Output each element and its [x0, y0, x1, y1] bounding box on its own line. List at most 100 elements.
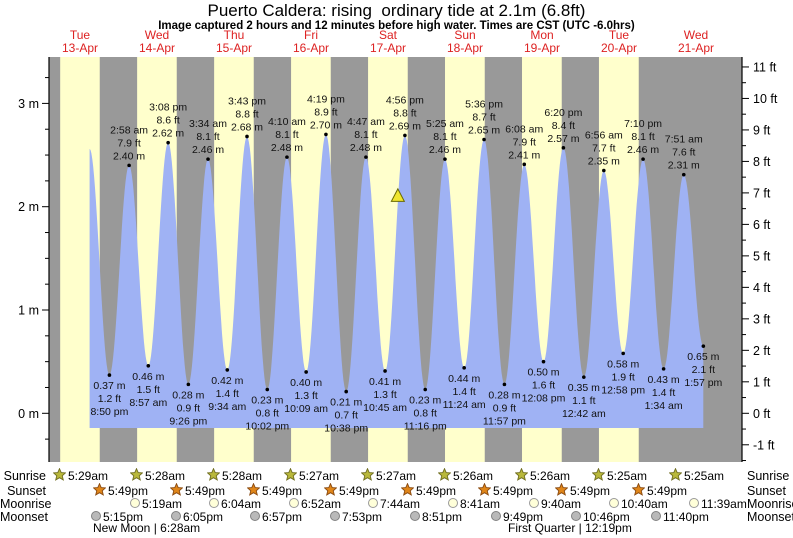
high-tide-label: 3:08 pm 8.6 ft 2.62 m: [149, 102, 187, 140]
left-axis-label: 0 m: [18, 407, 39, 421]
high-tide-label: 7:51 am 7.6 ft 2.31 m: [665, 134, 703, 172]
sunset-time: 5:49pm: [647, 483, 688, 498]
tide-extreme-dot: [146, 363, 151, 368]
tide-extreme-dot: [245, 134, 249, 139]
sunset-star-icon: [323, 482, 338, 499]
tide-extreme-dot: [681, 172, 686, 177]
low-tide-label: 0.21 m 0.7 ft 10:38 pm: [324, 397, 368, 435]
sunrise-event: 5:27am: [360, 467, 416, 484]
moonrise-icon: [209, 497, 219, 511]
row-label-moonset-right: Moonset: [747, 510, 793, 524]
sunset-star-icon: [631, 482, 646, 499]
moonrise-time: 7:44am: [380, 496, 421, 511]
sunrise-event: 5:28am: [206, 467, 262, 483]
high-tide-label: 6:20 pm 8.4 ft 2.57 m: [544, 107, 582, 145]
tide-extreme-dot: [304, 370, 308, 374]
sunset-event: 5:49pm: [554, 482, 610, 499]
moonset-time: 7:53pm: [342, 509, 383, 524]
day-header-18-Apr: Sun 18-Apr: [446, 28, 484, 55]
sunrise-event: 5:26am: [437, 467, 493, 484]
low-tide-label: 0.23 m 0.8 ft 10:02 pm: [245, 395, 289, 433]
axes: 0 m 1 m 2 m 3 m -1 ft 0 ft 1 ft 2 ft 3 ft 4 ft 5 f…: [18, 57, 778, 462]
right-axis-label: 9 ft: [753, 123, 771, 137]
sunrise-star-icon: [591, 467, 606, 484]
moonset-event: 9:49pm: [491, 510, 543, 524]
tide-extreme-dot: [582, 375, 586, 379]
left-axis-label: 1 m: [18, 304, 39, 318]
day-header-20-Apr: Tue 20-Apr: [600, 28, 638, 55]
moonrise-event: 8:41am: [448, 496, 501, 511]
right-axis-label: 6 ft: [753, 218, 771, 232]
low-tide-label: 0.37 m 1.2 ft 8:50 pm: [90, 380, 128, 418]
high-tide-label: 5:25 am 8.1 ft 2.46 m: [426, 118, 464, 156]
low-tide-label: 0.46 m 1.5 ft 8:57 am: [129, 371, 167, 409]
moonset-icon: [410, 510, 420, 524]
moonrise-icon: [368, 497, 378, 511]
high-tide-label: 7:10 pm 8.1 ft 2.46 m: [624, 118, 662, 156]
tide-extreme-dot: [265, 387, 270, 392]
sunrise-event: 5:25am: [668, 467, 724, 483]
moonset-time: 8:51pm: [422, 509, 463, 524]
right-axis-label: 3 ft: [753, 312, 771, 326]
sunrise-time: 5:25am: [607, 468, 648, 483]
moonset-event: 7:53pm: [330, 509, 383, 524]
low-tide-label: 0.28 m 0.9 ft 11:57 pm: [483, 389, 526, 427]
day-header-17-Apr: Sat 17-Apr: [369, 28, 407, 55]
right-axis-label: 10 ft: [753, 92, 778, 106]
high-tide-label: 4:56 pm 8.8 ft 2.69 m: [386, 94, 424, 132]
low-tide-label: 0.35 m 1.1 ft 12:42 am: [562, 382, 606, 420]
moonrise-icon: [689, 497, 699, 511]
row-label-sunset-left: Sunset: [7, 484, 46, 498]
moonrise-event: 11:39am: [689, 497, 747, 511]
moonset-icon: [171, 510, 181, 524]
sunrise-star-icon: [52, 467, 67, 484]
moonrise-event: 6:52am: [289, 497, 341, 511]
sunrise-event: 5:29am: [52, 467, 109, 484]
right-axis-label: 11 ft: [753, 60, 777, 74]
sunrise-star-icon: [360, 467, 375, 484]
sunset-event: 5:49pm: [631, 482, 688, 499]
right-axis-label: 8 ft: [753, 155, 771, 169]
low-tide-label: 0.28 m 0.9 ft 9:26 pm: [169, 389, 207, 427]
sunrise-star-icon: [437, 467, 452, 484]
moon-phase-first-quarter: First Quarter | 12:19pm: [508, 521, 632, 535]
day-header-13-Apr: Tue 13-Apr: [61, 28, 99, 55]
row-label-moonrise-right: Moonrise: [747, 497, 793, 511]
tide-extreme-dot: [186, 382, 191, 387]
tide-extreme-dot: [285, 155, 289, 159]
moonrise-time: 6:04am: [221, 496, 262, 511]
right-axis-label: 0 ft: [753, 407, 771, 421]
low-tide-label: 0.43 m 1.4 ft 1:34 am: [645, 374, 683, 412]
moonrise-time: 8:41am: [460, 496, 501, 511]
moonrise-icon: [289, 497, 299, 511]
sunset-time: 5:49pm: [185, 483, 226, 498]
tide-extreme-dot: [225, 368, 230, 372]
page-subtitle: Image captured 2 hours and 12 minutes be…: [158, 20, 635, 32]
sunrise-time: 5:27am: [299, 468, 340, 483]
sunset-event: 5:49pm: [400, 482, 457, 498]
tide-extreme-dot: [561, 146, 566, 150]
right-axis-label: -1 ft: [753, 438, 775, 452]
moonset-time: 6:57pm: [262, 509, 303, 524]
sunset-star-icon: [554, 482, 569, 499]
high-tide-label: 6:56 am 7.7 ft 2.35 m: [585, 130, 623, 168]
moonset-event: 10:46pm: [571, 510, 630, 524]
tide-extreme-dot: [344, 389, 348, 394]
tide-extreme-dot: [621, 351, 625, 356]
sunset-event: 5:49pm: [169, 482, 226, 499]
right-axis-label: 2 ft: [753, 344, 771, 358]
sunset-time: 5:49pm: [262, 483, 303, 498]
row-label-moonset-left: Moonset: [0, 510, 48, 524]
sunrise-time: 5:29am: [68, 468, 109, 483]
tide-extreme-dot: [661, 367, 666, 371]
moonset-time: 5:15pm: [103, 509, 144, 524]
moonset-event: 6:57pm: [250, 509, 303, 524]
sunset-star-icon: [92, 482, 107, 499]
high-tide-label: 3:34 am 8.1 ft 2.46 m: [189, 118, 227, 156]
tide-chart: 0 m 1 m 2 m 3 m -1 ft 0 ft 1 ft 2 ft 3 ft 4 ft 5 f…: [18, 57, 778, 462]
moonrise-event: 10:40am: [609, 497, 668, 511]
sunrise-event: 5:28am: [129, 467, 185, 483]
moonset-icon: [571, 510, 581, 524]
sunset-time: 5:49pm: [416, 483, 457, 498]
sunset-star-icon: [169, 482, 184, 499]
